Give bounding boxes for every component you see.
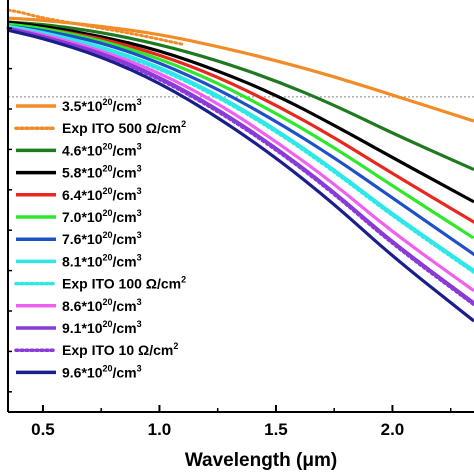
x-tick-label: 2.0 (381, 420, 405, 439)
legend-label-10: 8.6*1020/cm3 (62, 297, 142, 314)
legend-label-7: 7.6*1020/cm3 (62, 230, 142, 247)
x-ticks: 0.5 1.0 1.5 2.0 (8, 27, 452, 439)
legend-label-2: Exp ITO 500 Ω/cm2 (62, 119, 186, 136)
x-tick-label: 1.5 (264, 420, 288, 439)
legend: 3.5*1020/cm3 Exp ITO 500 Ω/cm2 4.6*1020/cm… (14, 97, 186, 380)
legend-label-6: 7.0*1020/cm3 (62, 208, 142, 225)
series-line-9 (6, 24, 474, 275)
legend-label-8: 8.1*1020/cm3 (62, 252, 142, 269)
series-line-7 (7, 24, 474, 257)
series-line-1 (7, 16, 474, 123)
legend-label-9: Exp ITO 100 Ω/cm2 (62, 275, 186, 292)
x-tick-label: 0.5 (31, 420, 55, 439)
series-layer (6, 8, 474, 323)
series-line-13 (7, 28, 474, 323)
legend-label-11: 9.1*1020/cm3 (62, 319, 142, 336)
x-axis-title: Wavelength (μm) (185, 450, 337, 471)
legend-label-3: 4.6*1020/cm3 (62, 141, 142, 158)
legend-label-5: 6.4*1020/cm3 (62, 186, 142, 203)
legend-label-4: 5.8*1020/cm3 (62, 164, 142, 181)
legend-label-12: Exp ITO 10 Ω/cm2 (62, 341, 178, 358)
series-line-10 (7, 26, 474, 293)
series-line-12 (6, 26, 474, 307)
series-line-4 (7, 20, 474, 204)
series-line-2 (6, 8, 185, 46)
legend-label-13: 9.6*1020/cm3 (62, 363, 142, 380)
legend-label-1: 3.5*1020/cm3 (62, 97, 142, 114)
series-line-6 (7, 22, 474, 240)
x-tick-label: 1.0 (148, 420, 172, 439)
series-line-3 (7, 20, 474, 172)
